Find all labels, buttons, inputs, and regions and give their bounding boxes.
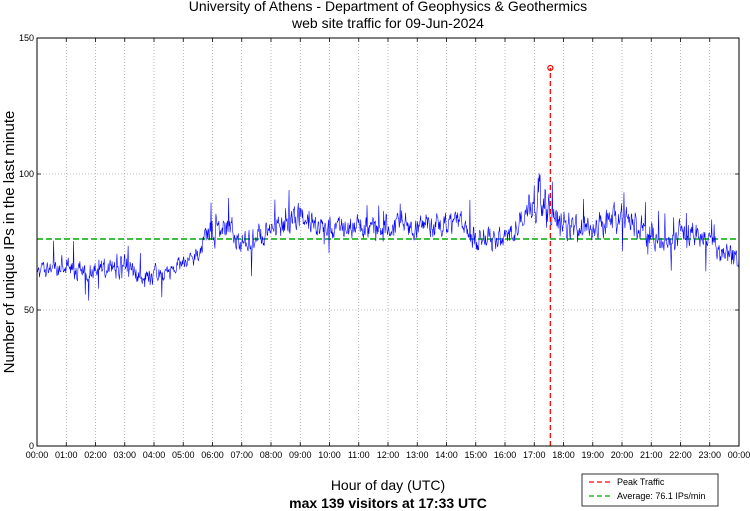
max-visitors-caption: max 139 visitors at 17:33 UTC (289, 495, 487, 511)
y-tick-label: 50 (24, 305, 34, 315)
legend-average-label: Average: 76.1 IPs/min (617, 491, 705, 501)
legend-box (581, 473, 719, 507)
x-tick-label: 22:00 (669, 450, 692, 460)
x-tick-label: 16:00 (494, 450, 517, 460)
x-tick-label: 18:00 (552, 450, 575, 460)
x-tick-label: 15:00 (464, 450, 487, 460)
x-tick-label: 08:00 (260, 450, 283, 460)
x-tick-label: 20:00 (611, 450, 634, 460)
x-tick-label: 00:00 (26, 450, 49, 460)
x-tick-label: 05:00 (172, 450, 195, 460)
x-tick-label: 09:00 (289, 450, 312, 460)
x-tick-label: 14:00 (435, 450, 458, 460)
x-tick-label: 21:00 (640, 450, 663, 460)
y-tick-label: 0 (29, 441, 34, 451)
x-tick-label: 06:00 (201, 450, 224, 460)
x-axis: 00:00 01:00 02:00 03:00 04:00 05:00 06:00 07:00… (26, 38, 750, 460)
y-axis-label: Number of unique IPs in the last minute (1, 111, 18, 374)
x-tick-label: 03:00 (113, 450, 136, 460)
peak-group (547, 64, 554, 446)
x-tick-label: 17:00 (523, 450, 546, 460)
legend: Peak Traffic Average: 76.1 IPs/min (581, 473, 719, 507)
y-axis: 0 50 100 150 (19, 33, 739, 451)
x-tick-label: 01:00 (55, 450, 78, 460)
chart-title: University of Athens - Department of Geo… (189, 0, 587, 14)
peak-marker (547, 64, 554, 72)
x-tick-label: 19:00 (581, 450, 604, 460)
legend-peak-label: Peak Traffic (617, 477, 665, 487)
x-axis-label: Hour of day (UTC) (331, 477, 445, 493)
x-tick-label: 02:00 (84, 450, 107, 460)
chart-title-date: web site traffic for 09-Jun-2024 (291, 15, 484, 31)
x-tick-label: 04:00 (143, 450, 166, 460)
x-tick-label: 12:00 (377, 450, 400, 460)
series-group (36, 173, 740, 301)
y-tick-label: 150 (19, 33, 34, 43)
x-tick-label: 23:00 (698, 450, 721, 460)
x-tick-label: 13:00 (406, 450, 429, 460)
y-tick-label: 100 (19, 169, 34, 179)
x-tick-label: 00:00 (728, 450, 750, 460)
x-tick-label: 11:00 (348, 450, 370, 460)
x-tick-label: 10:00 (318, 450, 341, 460)
visitors-line (36, 173, 740, 301)
x-tick-label: 07:00 (230, 450, 253, 460)
